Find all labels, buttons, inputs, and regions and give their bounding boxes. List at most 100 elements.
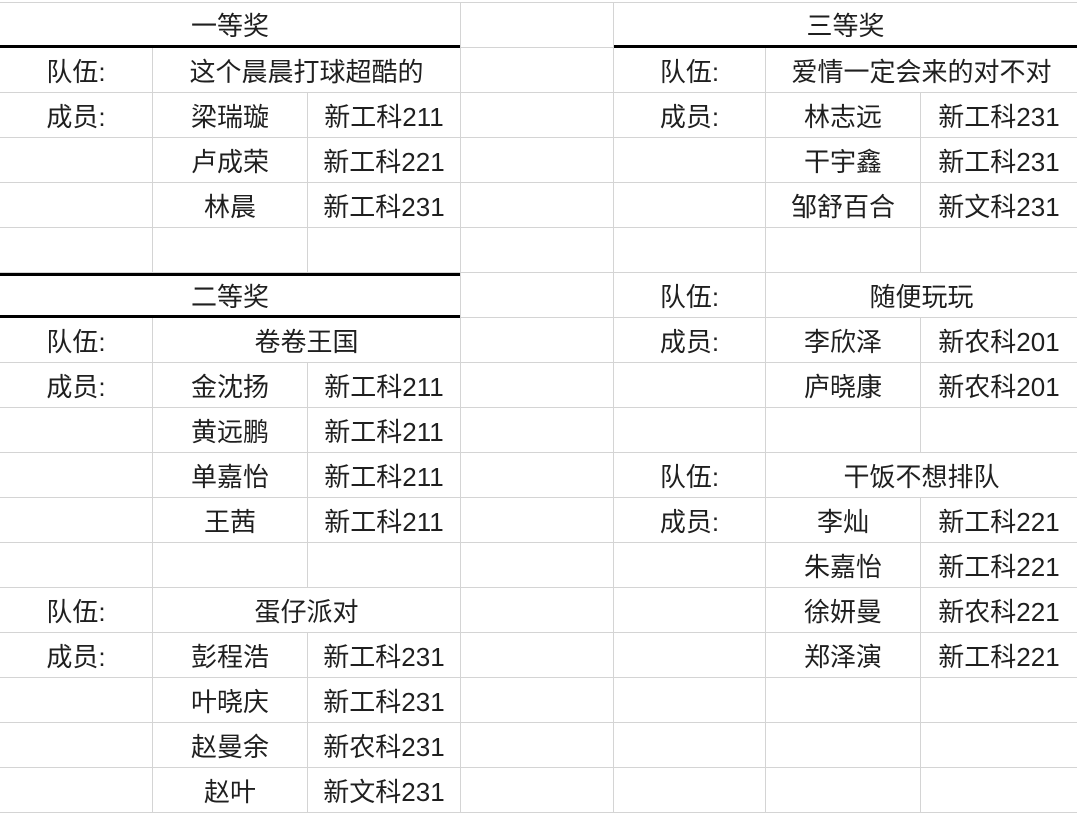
member-name: 庐晓康: [766, 363, 921, 407]
empty-cell: [921, 678, 1077, 722]
empty-cell: [766, 408, 921, 452]
row-label: [0, 768, 153, 812]
row-label: 成员:: [0, 363, 153, 407]
team-name: 随便玩玩: [869, 281, 974, 312]
team-name: 干饭不想排队: [843, 461, 1000, 492]
left-row-3: 成员: 梁瑞璇 新工科211: [0, 93, 460, 138]
left-row-13: [0, 543, 460, 588]
right-row-8: 成员: 李欣泽 新农科201: [614, 318, 1077, 363]
left-row-4: 卢成荣 新工科221: [0, 138, 460, 183]
member-name: 徐妍曼: [766, 588, 921, 632]
left-row-18: 赵叶 新文科231: [0, 768, 460, 813]
empty-cell: [921, 228, 1077, 272]
member-class: 新文科231: [938, 191, 1060, 222]
empty-cell: [766, 768, 921, 812]
prize-table-right: 三等奖 队伍: 爱情一定会来的对不对 成员: 林志远 新工科231 干宇鑫 新工科231 邹舒百…: [613, 2, 1077, 813]
empty-cell: [614, 768, 766, 812]
member-class: 新工科221: [938, 641, 1060, 672]
left-row-11: 单嘉怡 新工科211: [0, 453, 460, 498]
left-row-12: 王茜 新工科211: [0, 498, 460, 543]
member-name: 郑泽演: [766, 633, 921, 677]
gap-row-12: [461, 498, 613, 543]
left-row-5: 林晨 新工科231: [0, 183, 460, 228]
member-class: 新工科231: [323, 191, 445, 222]
member-class: 新工科211: [324, 461, 444, 492]
left-row-1: 一等奖: [0, 3, 460, 48]
member-name: 梁瑞璇: [153, 93, 308, 137]
row-label: [614, 588, 766, 632]
empty-cell: [614, 723, 766, 767]
member-name: 林志远: [766, 93, 921, 137]
row-label: 成员:: [614, 498, 766, 542]
member-class: 新农科201: [938, 326, 1060, 357]
row-label: [0, 723, 153, 767]
right-row-1: 三等奖: [614, 3, 1077, 48]
member-name: 叶晓庆: [153, 678, 308, 722]
gap-column: [461, 2, 613, 813]
row-label: 队伍:: [0, 588, 153, 632]
member-class: 新工科221: [323, 146, 445, 177]
gap-row-4: [461, 138, 613, 183]
gap-row-16: [461, 678, 613, 723]
member-name: 邹舒百合: [766, 183, 921, 227]
row-label: 队伍:: [614, 273, 766, 317]
left-row-16: 叶晓庆 新工科231: [0, 678, 460, 723]
empty-cell: [0, 228, 153, 272]
gap-row-1: [461, 3, 613, 48]
row-label: [0, 453, 153, 497]
member-class: 新工科211: [324, 371, 444, 402]
row-label: 队伍:: [614, 453, 766, 497]
row-label: [614, 633, 766, 677]
team-name: 卷卷王国: [254, 326, 359, 357]
member-name: 干宇鑫: [766, 138, 921, 182]
gap-row-17: [461, 723, 613, 768]
row-label: [0, 678, 153, 722]
member-class: 新工科211: [324, 416, 444, 447]
right-row-12: 成员: 李灿 新工科221: [614, 498, 1077, 543]
member-name: 李欣泽: [766, 318, 921, 362]
empty-cell: [921, 768, 1077, 812]
gap-row-14: [461, 588, 613, 633]
gap-row-8: [461, 318, 613, 363]
right-row-16: [614, 678, 1077, 723]
member-class: 新工科231: [938, 101, 1060, 132]
gap-row-13: [461, 543, 613, 588]
right-row-14: 徐妍曼 新农科221: [614, 588, 1077, 633]
gap-row-6: [461, 228, 613, 273]
right-row-2: 队伍: 爱情一定会来的对不对: [614, 48, 1077, 93]
row-label: [0, 408, 153, 452]
row-label: [614, 138, 766, 182]
member-class: 新工科221: [938, 506, 1060, 537]
member-class: 新工科211: [324, 506, 444, 537]
member-name: 彭程浩: [153, 633, 308, 677]
member-name: 卢成荣: [153, 138, 308, 182]
gap-row-18: [461, 768, 613, 813]
member-class: 新农科221: [938, 596, 1060, 627]
member-name: 李灿: [766, 498, 921, 542]
empty-cell: [614, 678, 766, 722]
gap-row-3: [461, 93, 613, 138]
empty-cell: [308, 228, 460, 272]
empty-cell: [921, 723, 1077, 767]
empty-cell: [153, 543, 308, 587]
member-name: 朱嘉怡: [766, 543, 921, 587]
left-row-2: 队伍: 这个晨晨打球超酷的: [0, 48, 460, 93]
member-class: 新农科231: [323, 731, 445, 762]
row-label: 成员:: [0, 93, 153, 137]
empty-cell: [766, 228, 921, 272]
member-name: 赵曼余: [153, 723, 308, 767]
member-class: 新工科221: [938, 551, 1060, 582]
right-row-6: [614, 228, 1077, 273]
right-row-4: 干宇鑫 新工科231: [614, 138, 1077, 183]
empty-cell: [308, 543, 460, 587]
left-row-15: 成员: 彭程浩 新工科231: [0, 633, 460, 678]
row-label: 成员:: [614, 93, 766, 137]
member-name: 赵叶: [153, 768, 308, 812]
right-row-18: [614, 768, 1077, 813]
prize-title: 三等奖: [806, 10, 885, 41]
gap-row-10: [461, 408, 613, 453]
team-name: 蛋仔派对: [254, 596, 359, 627]
row-label: [0, 498, 153, 542]
row-label: [614, 363, 766, 407]
